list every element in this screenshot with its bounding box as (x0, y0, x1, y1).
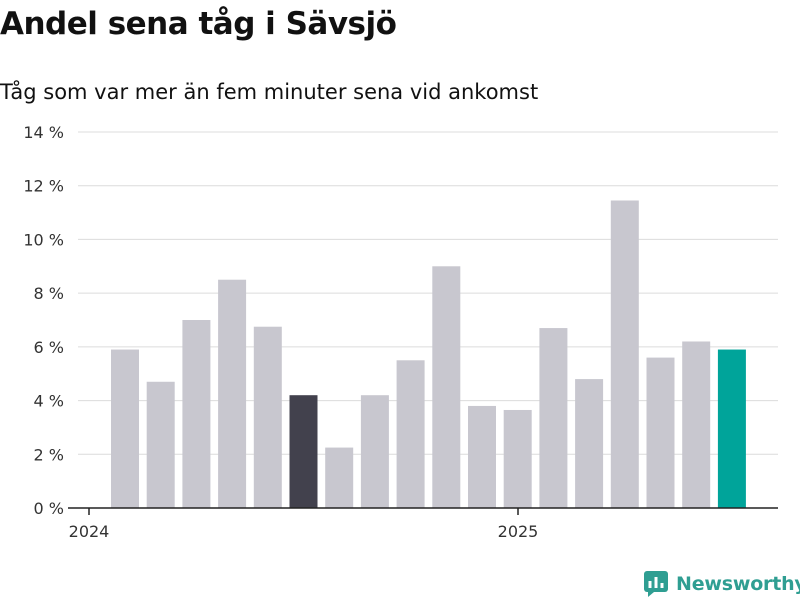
bar (682, 341, 711, 508)
bar (503, 409, 532, 508)
brand-name: Newsworthy (676, 573, 800, 595)
y-tick-label: 2 % (34, 445, 64, 464)
y-tick-label: 4 % (34, 392, 64, 411)
newsworthy-brand: Newsworthy (644, 570, 800, 598)
y-tick-label: 0 % (34, 499, 64, 518)
bar (218, 279, 247, 508)
bar (146, 381, 175, 508)
bar (575, 379, 604, 508)
bar (432, 266, 461, 508)
y-tick-label: 6 % (34, 338, 64, 357)
y-tick-label: 8 % (34, 284, 64, 303)
bar (539, 328, 568, 508)
bar (360, 395, 389, 508)
y-tick-label: 10 % (23, 230, 64, 249)
bar (325, 447, 354, 508)
bar (182, 320, 211, 508)
bar (289, 395, 318, 508)
bar (253, 326, 282, 508)
y-tick-label: 14 % (23, 123, 64, 142)
chart-subtitle: Tåg som var mer än fem minuter sena vid … (0, 80, 539, 104)
x-tick-label: 2025 (498, 522, 539, 541)
bar (468, 405, 496, 508)
bar (646, 357, 675, 508)
x-tick-label: 2024 (69, 522, 110, 541)
newsworthy-logo-icon (644, 571, 668, 597)
y-tick-label: 12 % (23, 177, 64, 196)
bar (610, 200, 639, 508)
chart-title: Andel sena tåg i Sävsjö (0, 6, 397, 42)
bar (111, 349, 139, 508)
bar (717, 349, 746, 508)
bar (396, 360, 425, 508)
